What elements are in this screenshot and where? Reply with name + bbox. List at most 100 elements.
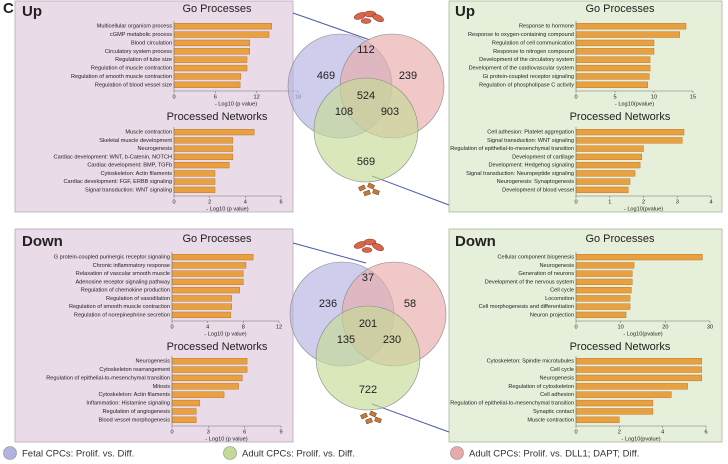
x-tick-label: 3 — [676, 199, 679, 205]
category-label: Response to oxygen-containing compound — [468, 32, 574, 38]
x-tick-label: 12 — [276, 324, 282, 330]
bar — [173, 153, 234, 160]
x-tick-label: 6 — [279, 199, 282, 205]
category-label: Generation of neurons — [518, 271, 574, 277]
venn-count: 903 — [381, 106, 399, 118]
bar — [575, 383, 688, 390]
category-label: Mitosis — [153, 384, 171, 390]
category-label: Neurogenesis — [539, 375, 574, 381]
category-label: Blood circulation — [131, 40, 172, 46]
x-tick-label: 8 — [242, 324, 245, 330]
category-label: Development of cartilage — [512, 154, 574, 160]
x-tick-label: 1 — [608, 199, 611, 205]
category-label: Development: Hedgehog signaling — [488, 163, 574, 169]
bar — [575, 56, 651, 63]
venn-count: 58 — [404, 298, 416, 310]
bar — [575, 31, 680, 38]
x-axis-label: - Log10 (p value) — [205, 436, 247, 442]
chart-title: Processed Networks — [570, 341, 671, 353]
bar — [171, 295, 232, 302]
category-label: Regulation of tube size — [115, 57, 172, 63]
category-label: Blood vessel morphogenesis — [98, 417, 170, 423]
x-tick-label: 2 — [208, 199, 211, 205]
category-label: Cellular component biogenesis — [498, 255, 575, 261]
bar — [173, 162, 230, 169]
chart-title: Processed Networks — [167, 341, 268, 353]
category-label: Regulation of norepinephrine secretion — [74, 312, 170, 318]
bar — [575, 23, 687, 30]
venn-circle — [315, 305, 421, 411]
category-label: Neurogenesis: Synaptogenesis — [497, 179, 575, 185]
venn-count: 37 — [362, 272, 374, 284]
bar — [575, 153, 643, 160]
bar — [173, 170, 216, 177]
venn-count: 239 — [399, 70, 417, 82]
chart-title: Go Processes — [182, 3, 252, 15]
legend-label: Adult CPCs: Prolif. vs. DLL1; DAPT; Diff… — [469, 449, 639, 460]
x-axis-label: - Log10(pvalue) — [621, 436, 660, 442]
bar — [171, 287, 240, 294]
x-tick-label: 30 — [707, 324, 713, 330]
x-axis-label: - Log10(pvalue) — [615, 101, 654, 107]
category-label: Regulation of smooth muscle contraction — [69, 304, 170, 310]
panel-label: C — [3, 0, 14, 17]
bar — [575, 48, 655, 55]
x-tick-label: 0 — [574, 429, 577, 435]
bar — [575, 186, 629, 193]
x-tick-label: 0 — [574, 324, 577, 330]
legend-label: Fetal CPCs: Prolif. vs. Diff. — [22, 449, 134, 460]
category-label: Neurogenesis — [539, 263, 574, 269]
bar — [173, 73, 242, 80]
category-label: Cytoskeleton: Spindle microtubules — [487, 359, 575, 365]
connector — [371, 175, 450, 206]
x-tick-label: 0 — [170, 429, 173, 435]
connector — [292, 242, 367, 264]
bar — [173, 64, 248, 72]
bar — [173, 145, 234, 152]
venn-count: 108 — [335, 106, 353, 118]
x-axis-label: - Log10(pvalue) — [623, 331, 662, 337]
category-label: Development of the circulatory system — [479, 57, 574, 63]
x-tick-label: 10 — [618, 324, 624, 330]
bar — [575, 311, 627, 318]
x-tick-label: 5 — [613, 94, 616, 100]
bar — [171, 416, 197, 423]
category-label: Development of blood vessel — [502, 187, 574, 193]
category-label: Locomotion — [545, 296, 574, 302]
category-label: Signal transduction: WNT signaling — [85, 187, 172, 193]
x-tick-label: 0 — [170, 324, 173, 330]
x-tick-label: 9 — [279, 429, 282, 435]
chart-title: Processed Networks — [167, 111, 268, 123]
category-label: Signal transduction: Neuropeptide signal… — [466, 171, 574, 177]
bar — [171, 254, 254, 261]
category-label: Cell morphogenesis and differentiation — [479, 304, 574, 310]
category-label: Skeletal muscle development — [99, 138, 172, 144]
bar — [173, 137, 234, 144]
bar — [171, 366, 248, 373]
category-label: Regulation of cytoskeleton — [508, 384, 574, 390]
legend-label: Adult CPCs: Prolif. vs. Diff. — [242, 449, 355, 460]
bar — [575, 416, 620, 423]
x-tick-label: 2 — [618, 429, 621, 435]
venn-count: 524 — [357, 90, 375, 102]
bar — [575, 145, 644, 152]
venn-count: 236 — [319, 298, 337, 310]
x-axis-label: - Log10 (p value) — [206, 206, 248, 212]
venn-count: 112 — [357, 44, 375, 56]
x-tick-label: 6 — [243, 429, 246, 435]
venn-count: 722 — [359, 384, 377, 396]
category-label: Cytoskeleton: Actin filaments — [98, 392, 170, 398]
bar — [171, 383, 239, 390]
category-label: Gi protein-coupled receptor signaling — [483, 74, 574, 80]
chart-title: Go Processes — [585, 233, 655, 245]
category-label: Muscle contraction — [527, 417, 574, 423]
category-label: Relaxation of vascular smooth muscle — [76, 271, 170, 277]
bar — [575, 39, 655, 47]
bar — [173, 81, 241, 88]
category-label: Cytoskeleton rearrangement — [99, 367, 170, 373]
legend-swatch — [223, 446, 237, 460]
x-axis-label: - Log10 (p value) — [204, 331, 246, 337]
bar — [575, 81, 648, 88]
bar — [171, 399, 201, 407]
